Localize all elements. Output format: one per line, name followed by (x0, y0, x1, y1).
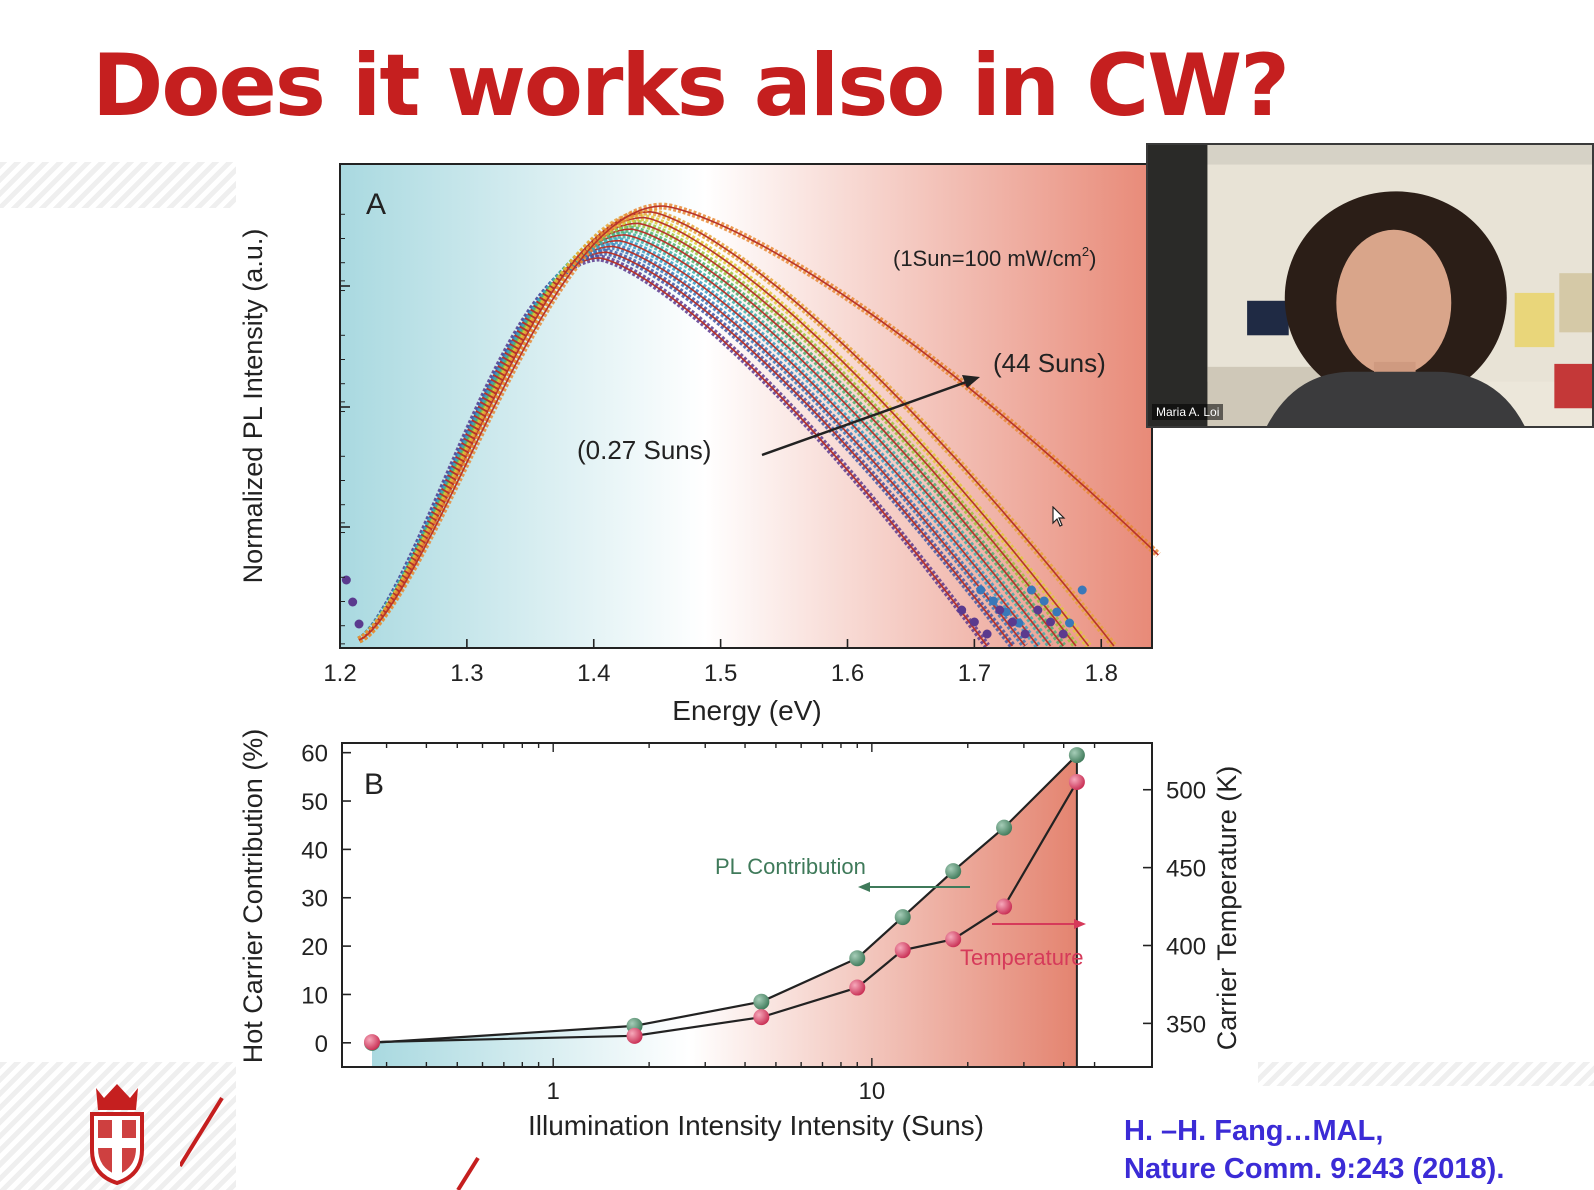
panel-b-shaded-region (372, 755, 1077, 1067)
pl-noise-point (1058, 629, 1068, 639)
pl-noise-point (348, 597, 358, 607)
pl-noise-point (1039, 596, 1049, 606)
pl-noise-point (995, 605, 1005, 615)
pl-noise-point (1065, 618, 1075, 628)
panel-b-frame (341, 742, 1153, 1068)
pl-contribution-label: PL Contribution (715, 854, 866, 879)
temperature-point (364, 1034, 380, 1051)
pl-noise-point (957, 605, 967, 615)
panel-b-y-tick-label: 30 (301, 886, 328, 913)
panel-b-x-tick-label: 1 (547, 1078, 560, 1105)
panel-a-arrow (761, 378, 973, 457)
panel-a-annotation-027-suns: (0.27 Suns) (577, 435, 711, 465)
panel-b-y-tick-label: 50 (301, 789, 328, 816)
panel-b-y-tick-label: 10 (301, 982, 328, 1009)
panel-a: 1.2 1.3 1.4 1.5 1.6 1.7 1.8 A Energy (eV) Norm… (238, 163, 1161, 726)
pl-noise-point (976, 585, 986, 595)
panel-b-y2-tick-label: 500 (1166, 778, 1206, 805)
panel-b: 0 10 20 30 40 50 60 350 400 450 500 1 10 B Illumin… (238, 729, 1242, 1141)
panel-b-left-y-ticks: 0 10 20 30 40 50 60 (301, 741, 351, 1058)
mouse-cursor-icon (1052, 506, 1066, 527)
slide-decoration-red-slashes (180, 1096, 480, 1190)
panel-b-right-y-ticks: 350 400 450 500 (1143, 778, 1206, 1038)
panel-b-y-axis-label: Hot Carrier Contribution (%) (238, 729, 268, 1064)
pl-noise-point (969, 617, 979, 627)
citation-journal: Nature Comm. 9:243 (2018). (1124, 1153, 1505, 1185)
panel-a-x-tick-label: 1.6 (831, 660, 864, 687)
temperature-point (849, 979, 866, 996)
pl-noise-point (354, 619, 364, 629)
panel-b-y-tick-label: 20 (301, 934, 328, 961)
university-logo-icon (90, 1084, 144, 1185)
panel-b-y2-tick-label: 350 (1166, 1011, 1206, 1038)
figure: 1.2 1.3 1.4 1.5 1.6 1.7 1.8 A Energy (eV) Norm… (238, 163, 1242, 1141)
pl-contribution-point (945, 863, 962, 880)
panel-b-x-axis-label: Illumination Intensity Intensity (Suns) (528, 1110, 984, 1141)
pl-spectrum-fit-line (358, 245, 1026, 647)
pl-noise-point (988, 596, 998, 606)
panel-a-x-tick-label: 1.5 (704, 660, 737, 687)
pl-contribution-point (1068, 747, 1085, 764)
panel-b-y2-tick-label: 450 (1166, 856, 1206, 883)
panel-a-x-axis-label: Energy (eV) (672, 695, 821, 726)
panel-b-y2-tick-label: 400 (1166, 934, 1206, 961)
panel-b-y-tick-label: 60 (301, 741, 328, 768)
panel-b-label: B (364, 768, 384, 801)
panel-a-x-tick-label: 1.3 (450, 660, 483, 687)
temperature-point (626, 1027, 643, 1044)
temperature-point (945, 931, 962, 948)
temperature-point (1068, 773, 1085, 790)
pl-noise-point (1052, 607, 1062, 617)
pl-noise-point (1046, 617, 1055, 627)
panel-a-x-tick-label: 1.8 (1085, 660, 1118, 687)
panel-a-y-ticks (340, 213, 350, 645)
slide-decoration-top-left (0, 162, 236, 208)
panel-a-annotation-44-suns: (44 Suns) (993, 348, 1106, 378)
panel-a-x-tick-label: 1.2 (323, 660, 356, 687)
pl-noise-point (1007, 617, 1017, 627)
pl-contribution-line (371, 754, 1078, 1044)
pl-noise-point (1020, 629, 1030, 639)
temperature-arrow-head (1074, 919, 1086, 929)
pl-contribution-point (753, 993, 770, 1010)
panel-a-label: A (366, 188, 386, 221)
temperature-line (371, 781, 1078, 1044)
temperature-point (996, 898, 1013, 915)
participant-video-tile[interactable]: Maria A. Loi (1146, 143, 1594, 428)
video-background (1148, 145, 1592, 426)
panel-b-y-tick-label: 40 (301, 837, 328, 864)
pl-spectrum-fit-line (358, 234, 1052, 647)
pl-spectrum-fit-line (358, 205, 1159, 641)
pl-noise-point (982, 629, 992, 639)
panel-a-annotation-sun-unit: (1Sun=100 mW/cm2) (893, 244, 1096, 271)
panel-a-x-tick-label: 1.7 (958, 660, 991, 687)
panel-a-arrow-head (962, 375, 980, 388)
panel-b-x-tick-label: 10 (858, 1078, 885, 1105)
temperature-point (894, 942, 911, 959)
pl-contribution-arrow-head (858, 882, 870, 892)
panel-b-x-ticks: 1 10 (385, 743, 1096, 1105)
pl-noise-point (1033, 605, 1043, 615)
panel-a-series-group (341, 202, 1161, 649)
participant-name-tag: Maria A. Loi (1152, 404, 1224, 420)
slide-title: Does it works also in CW? (92, 36, 1290, 136)
pl-contribution-point (996, 819, 1013, 836)
pl-noise-point (1077, 585, 1087, 595)
panel-b-right-axis-label: Carrier Temperature (K) (1212, 766, 1242, 1051)
citation[interactable]: H. –H. Fang…MAL, Nature Comm. 9:243 (201… (1124, 1112, 1504, 1188)
citation-authors: H. –H. Fang…MAL, (1124, 1115, 1384, 1147)
panel-a-x-tick-label: 1.4 (577, 660, 610, 687)
panel-b-y-tick-label: 0 (315, 1031, 328, 1058)
pl-noise-point (1026, 585, 1036, 595)
pl-spectrum-fit-line (358, 216, 1090, 647)
pl-contribution-point (849, 950, 866, 967)
panel-a-y-axis-label: Normalized PL Intensity (a.u.) (238, 229, 268, 584)
slide-decoration-bottom-right (1258, 1062, 1594, 1086)
panel-b-points (364, 747, 1085, 1051)
pl-contribution-point (894, 909, 911, 926)
panel-a-x-ticks: 1.2 1.3 1.4 1.5 1.6 1.7 1.8 (323, 639, 1118, 687)
temperature-point (753, 1009, 770, 1026)
temperature-label: Temperature (960, 945, 1084, 970)
